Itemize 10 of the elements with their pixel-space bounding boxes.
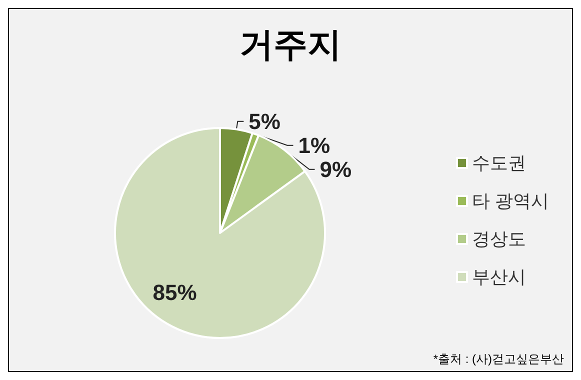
data-label: 5% bbox=[248, 108, 280, 134]
data-label: 85% bbox=[152, 280, 197, 305]
legend-label: 부산시 bbox=[472, 267, 526, 287]
data-label: 9% bbox=[320, 156, 352, 182]
legend-label: 수도권 bbox=[472, 153, 526, 173]
chart-title: 거주지 bbox=[240, 26, 342, 64]
text: *출처 : (사)걷고싶은부산 bbox=[433, 352, 564, 366]
legend-label: 타 광역시 bbox=[472, 191, 550, 211]
legend-label: 경상도 bbox=[472, 229, 526, 249]
data-label: 1% bbox=[298, 132, 330, 158]
